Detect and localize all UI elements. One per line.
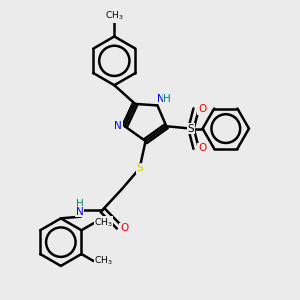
Text: N: N [157, 94, 164, 104]
Text: O: O [198, 143, 206, 153]
Text: N: N [114, 121, 122, 131]
Text: S: S [188, 124, 194, 134]
Text: CH$_3$: CH$_3$ [105, 10, 124, 22]
Text: S: S [136, 164, 143, 173]
Text: H: H [76, 199, 83, 209]
Text: O: O [198, 104, 206, 114]
Text: CH$_3$: CH$_3$ [94, 255, 112, 267]
Text: O: O [120, 223, 128, 233]
Text: H: H [163, 94, 171, 104]
Text: CH$_3$: CH$_3$ [94, 217, 112, 230]
Text: N: N [76, 206, 83, 217]
